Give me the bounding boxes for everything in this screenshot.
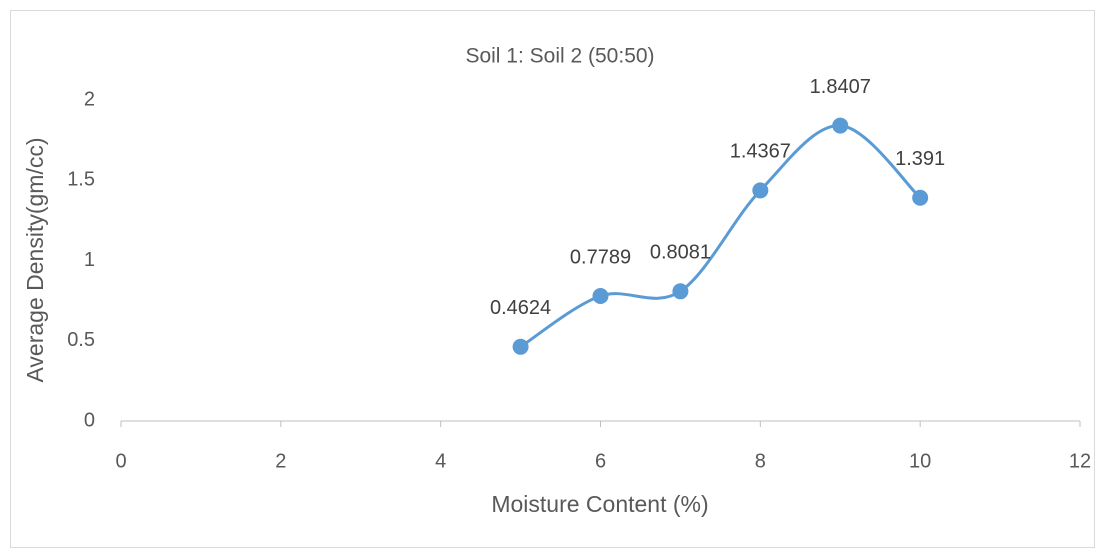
y-tick-label: 0 <box>84 409 95 431</box>
data-label: 1.4367 <box>730 141 791 163</box>
x-tick-label: 2 <box>275 450 286 472</box>
y-tick-label: 0.5 <box>67 329 95 351</box>
data-point <box>752 182 769 199</box>
y-tick-label: 2 <box>84 88 95 110</box>
x-tick-label: 0 <box>115 450 126 472</box>
data-point <box>592 287 609 304</box>
data-point <box>512 338 529 355</box>
data-label: 0.7789 <box>570 246 631 268</box>
x-tick-label: 12 <box>1069 450 1091 472</box>
x-tick-label: 4 <box>435 450 446 472</box>
data-label: 0.8081 <box>650 242 711 264</box>
data-point <box>672 283 689 300</box>
y-tick-label: 1 <box>84 249 95 271</box>
y-tick-label: 1.5 <box>67 169 95 191</box>
x-axis-title: Moisture Content (%) <box>491 491 708 517</box>
chart-title: Soil 1: Soil 2 (50:50) <box>465 45 654 68</box>
y-axis-title: Average Density(gm/cc) <box>22 138 48 383</box>
chart-frame <box>10 10 1095 548</box>
x-tick-label: 8 <box>755 450 766 472</box>
data-point <box>832 117 849 134</box>
data-point <box>912 189 929 206</box>
data-label: 1.8407 <box>810 76 871 98</box>
x-tick-label: 10 <box>909 450 931 472</box>
data-label: 1.391 <box>895 148 945 170</box>
x-tick-label: 6 <box>595 450 606 472</box>
data-label: 0.4624 <box>490 297 551 319</box>
